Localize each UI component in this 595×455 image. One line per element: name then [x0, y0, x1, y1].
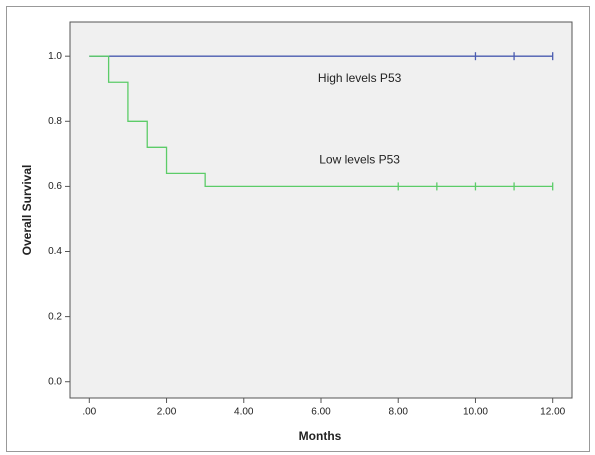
x-tick-label: 8.00	[388, 407, 408, 418]
y-tick-label: 1.0	[48, 51, 62, 62]
y-tick-label: 0.8	[48, 116, 62, 127]
x-tick-label: 10.00	[463, 407, 488, 418]
y-tick-label: 0.4	[48, 246, 62, 257]
x-tick-label: .00	[82, 407, 96, 418]
plot-area	[69, 21, 573, 399]
series-label: Low levels P53	[319, 153, 400, 167]
y-axis-title: Overall Survival	[20, 165, 34, 256]
y-tick-label: 0.2	[48, 311, 62, 322]
y-tick-label: 0.0	[48, 376, 62, 387]
x-axis-title: Months	[299, 429, 342, 443]
y-tick-label: 0.6	[48, 181, 62, 192]
x-tick-label: 12.00	[540, 407, 565, 418]
series-label: High levels P53	[318, 71, 402, 85]
survival-line	[89, 55, 553, 188]
x-tick-label: 4.00	[234, 407, 254, 418]
x-tick-label: 6.00	[311, 407, 331, 418]
x-tick-label: 2.00	[157, 407, 177, 418]
